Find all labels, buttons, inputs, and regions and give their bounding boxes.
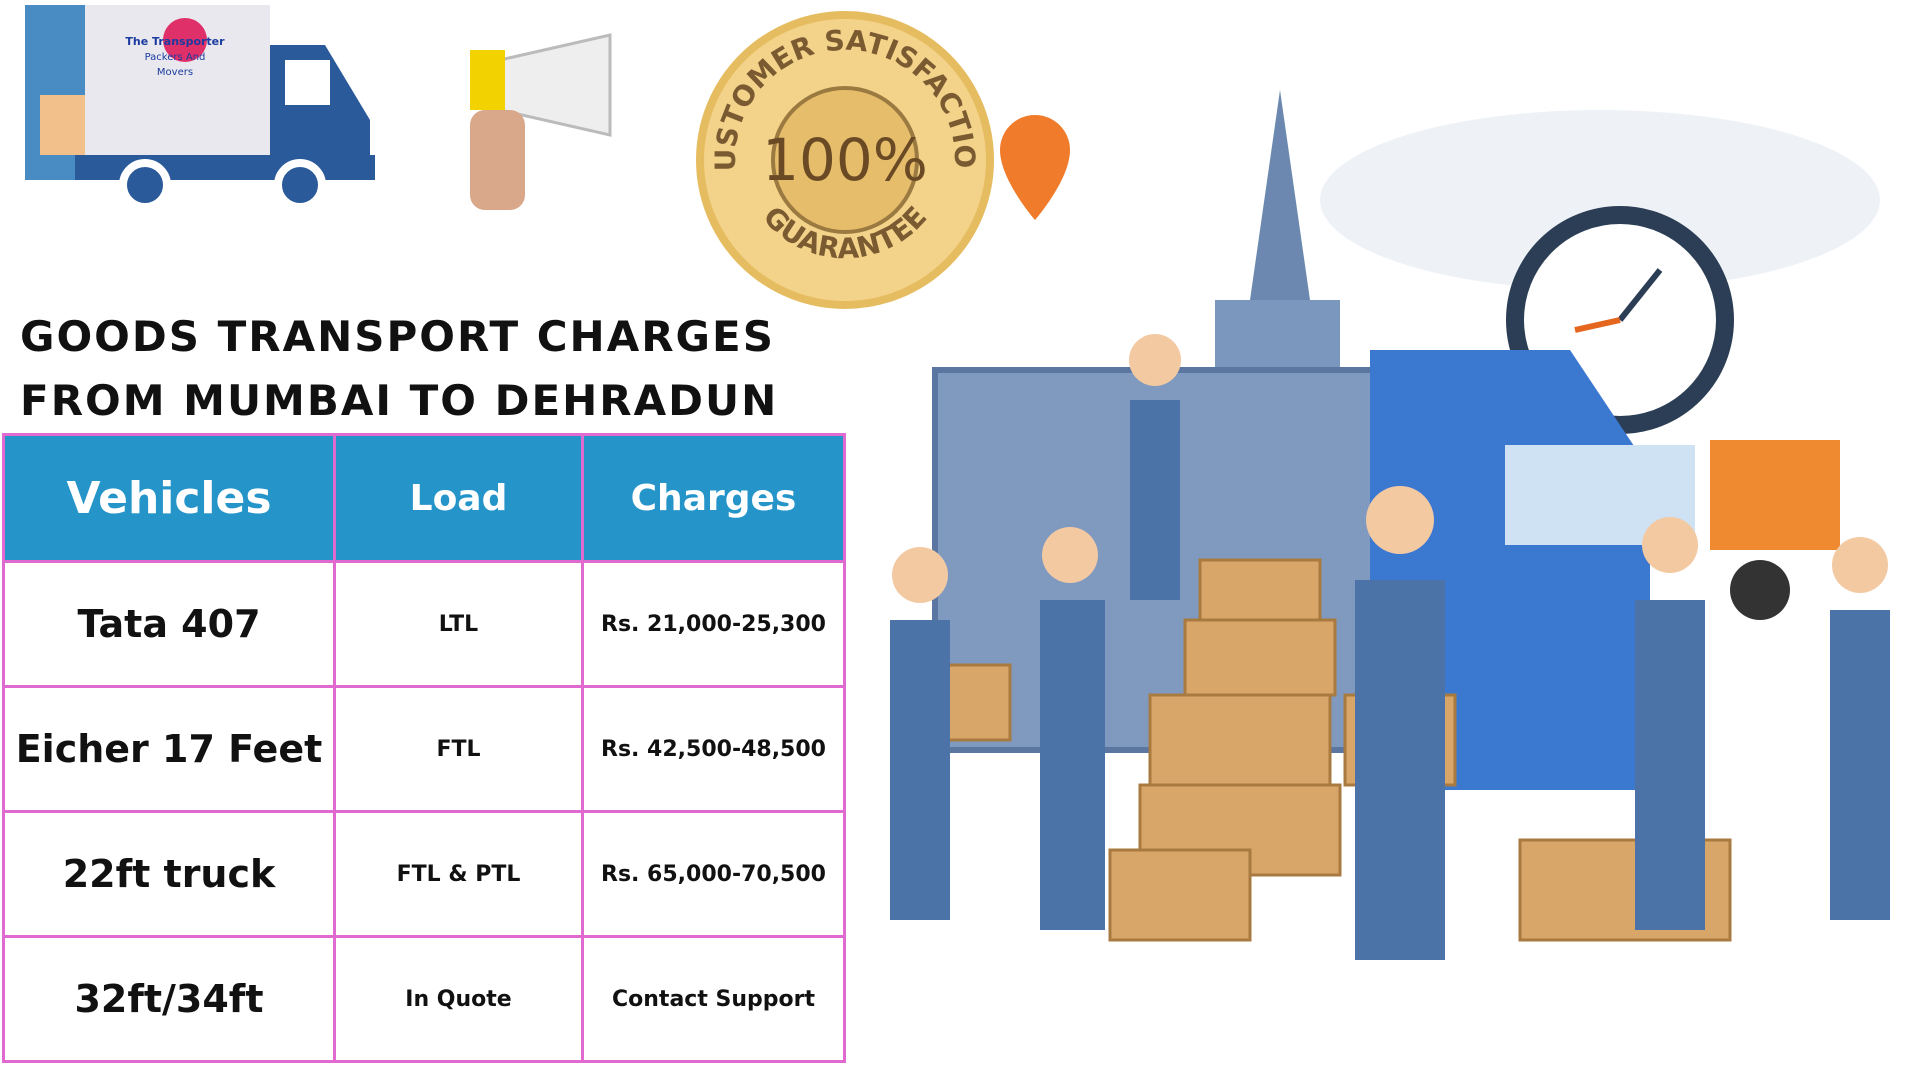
cell: In Quote	[333, 935, 584, 1063]
cell: Rs. 21,000-25,300	[581, 560, 846, 688]
scene	[890, 90, 1890, 960]
cab-window	[285, 60, 330, 105]
row: Eicher 17 Feet FTL Rs. 42,500-48,500	[2, 685, 846, 813]
chassis	[75, 155, 375, 180]
row: 32ft/34ft In Quote Contact Support	[2, 935, 846, 1063]
cell: Eicher 17 Feet	[2, 685, 336, 813]
logo-text: The Transporter	[125, 35, 225, 48]
cell: 32ft/34ft	[2, 935, 336, 1063]
header-cell: Load	[333, 433, 584, 563]
logo-text: Movers	[157, 67, 193, 78]
cell: FTL & PTL	[333, 810, 584, 938]
title-line: GOODS TRANSPORT CHARGES	[20, 312, 775, 361]
megaphone	[470, 33, 612, 210]
cell: FTL	[333, 685, 584, 813]
row: Tata 407 LTL Rs. 21,000-25,300	[2, 560, 846, 688]
header-row: Vehicles Load Charges	[2, 433, 846, 563]
wheel	[274, 159, 326, 211]
logo-truck: The Transporter Packers And Movers	[25, 5, 375, 211]
logo-text: Packers And	[145, 52, 206, 63]
cell: Tata 407	[2, 560, 336, 688]
wheel	[119, 159, 171, 211]
cell: Rs. 42,500-48,500	[581, 685, 846, 813]
row: 22ft truck FTL & PTL Rs. 65,000-70,500	[2, 810, 846, 938]
logo-mark	[163, 18, 207, 62]
cell: Contact Support	[581, 935, 846, 1063]
cell: 22ft truck	[2, 810, 336, 938]
cell: LTL	[333, 560, 584, 688]
cell: Rs. 65,000-70,500	[581, 810, 846, 938]
title: GOODS TRANSPORT CHARGES FROM MUMBAI TO D…	[20, 305, 778, 433]
price-table: Vehicles Load Charges Tata 407 LTL Rs. 2…	[2, 433, 846, 1063]
box	[40, 95, 85, 155]
badge-center: 100%	[762, 126, 928, 194]
header-cell: Vehicles	[2, 433, 336, 563]
header-cell: Charges	[581, 433, 846, 563]
title-line: FROM MUMBAI TO DEHRADUN	[20, 376, 779, 425]
